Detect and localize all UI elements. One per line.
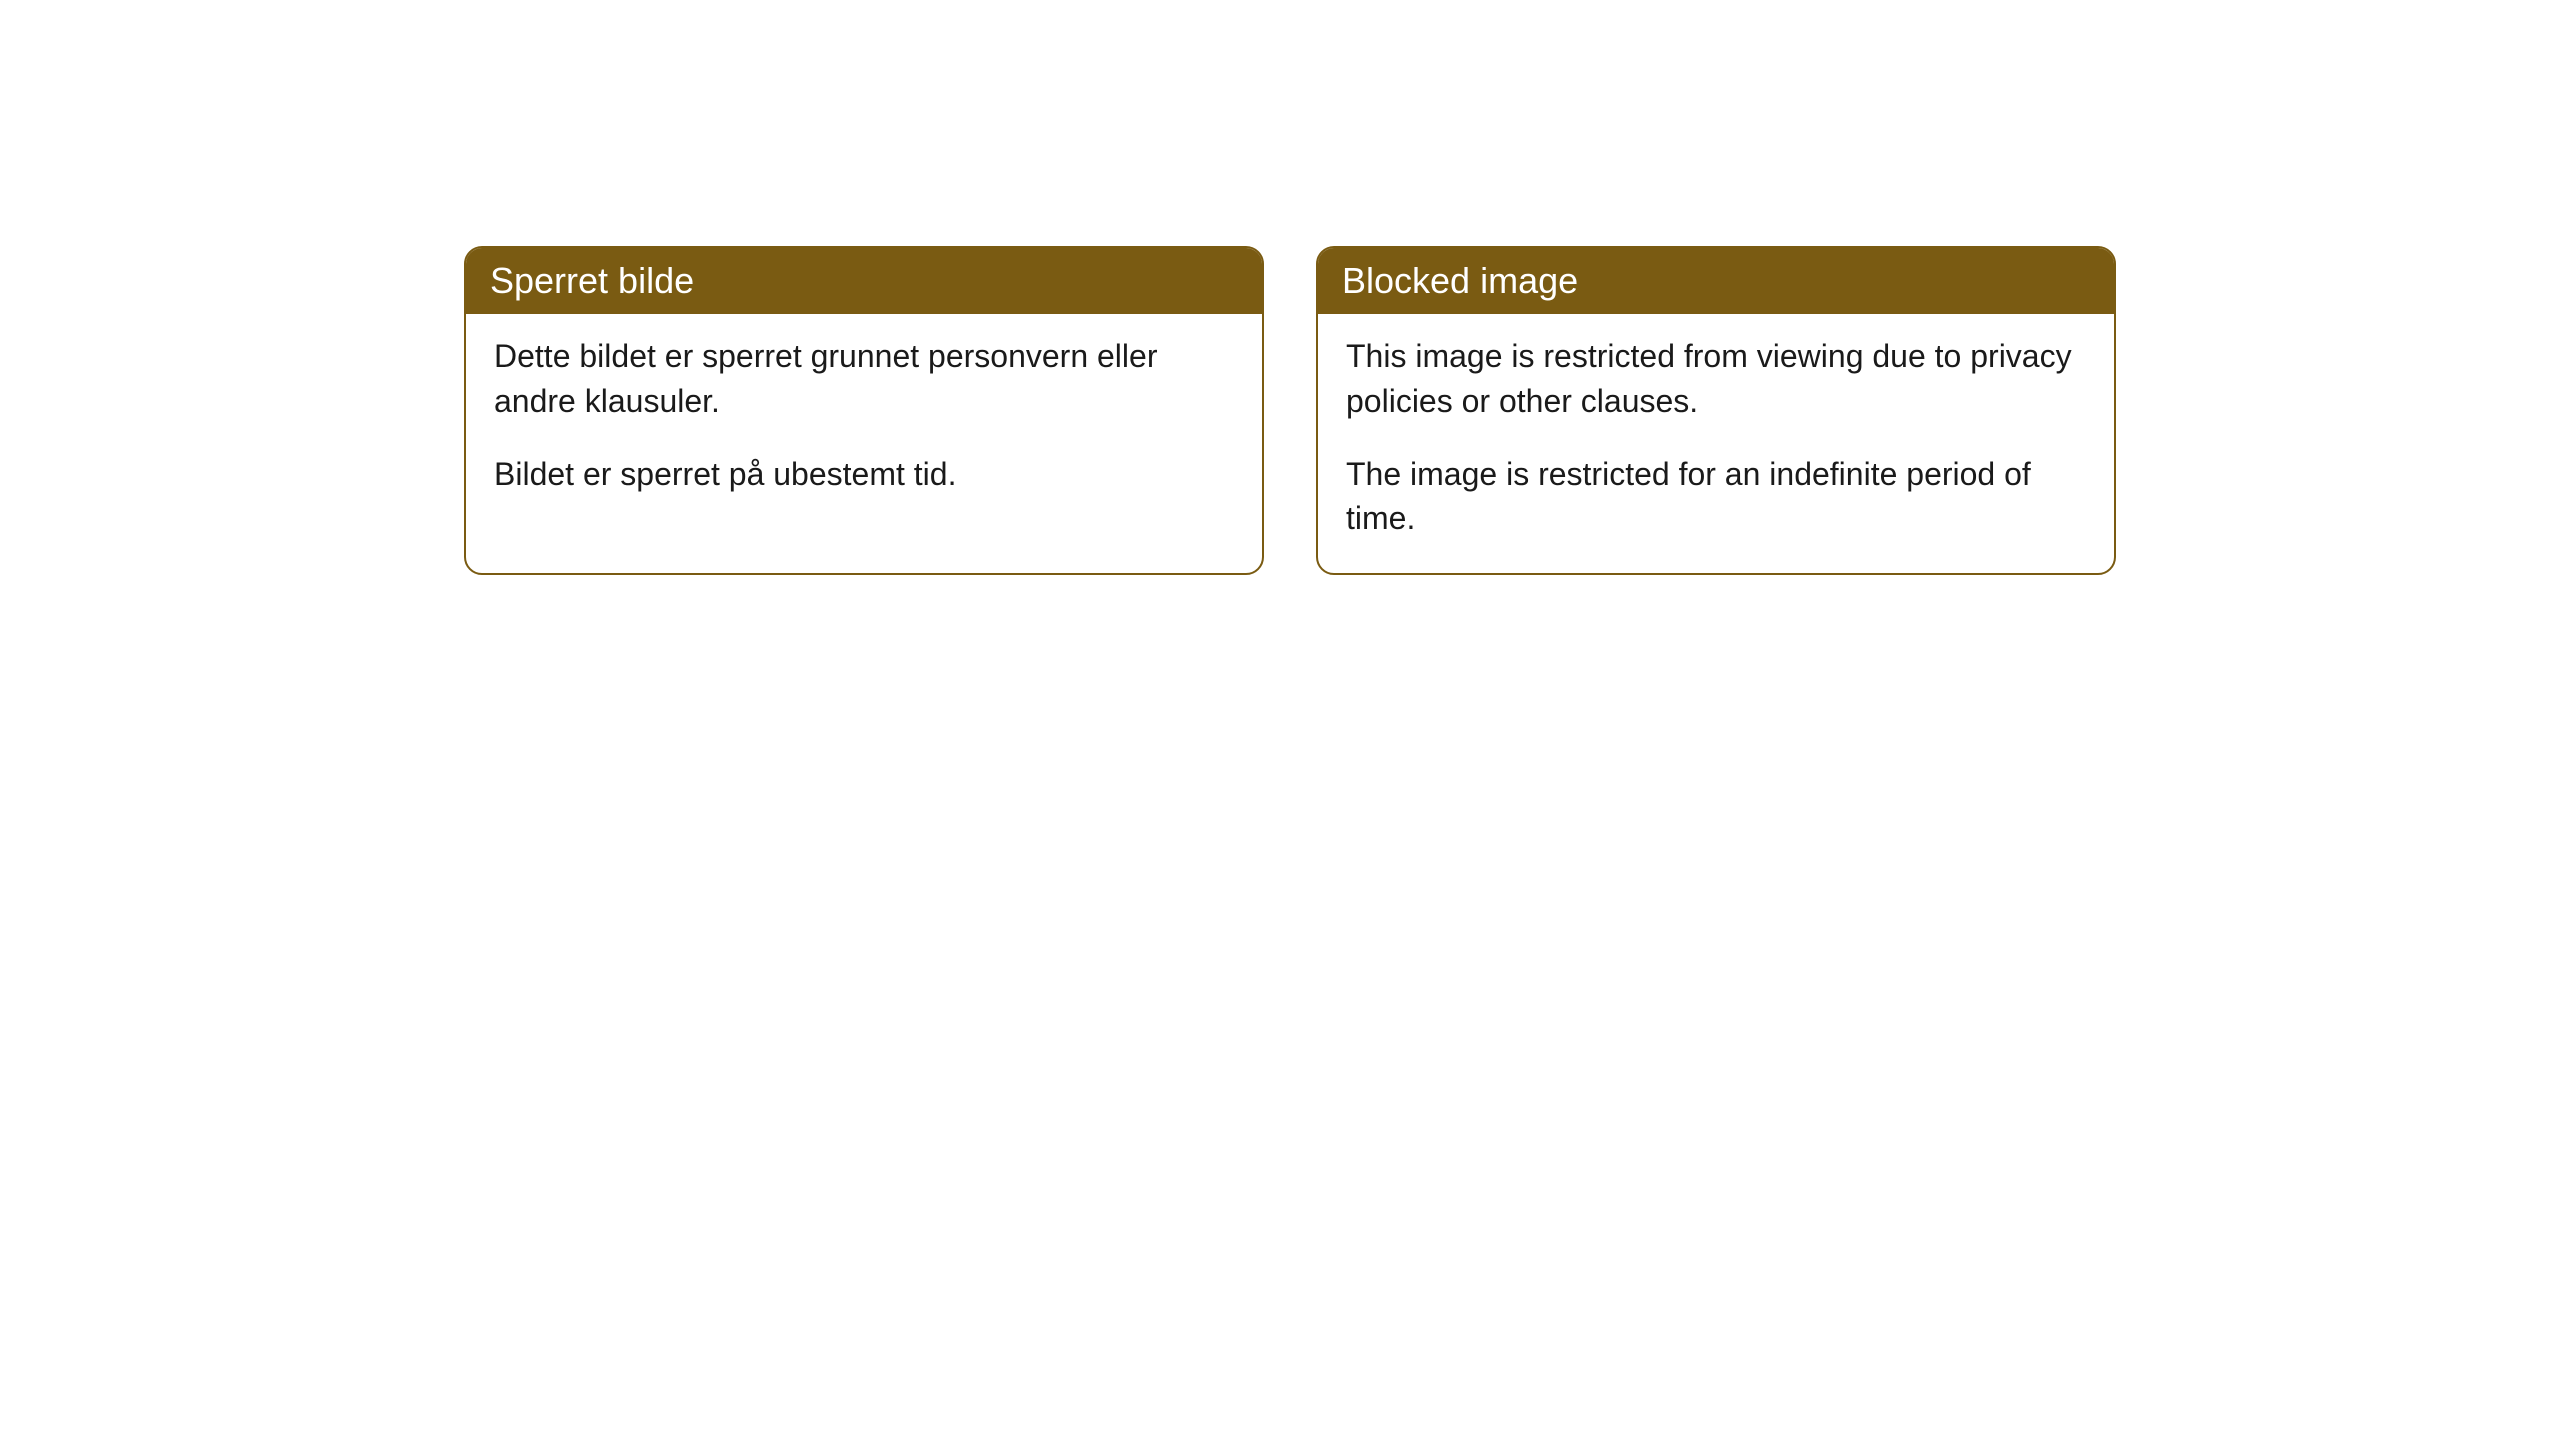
notice-cards-container: Sperret bilde Dette bildet er sperret gr… (464, 246, 2560, 575)
card-body-norwegian: Dette bildet er sperret grunnet personve… (466, 314, 1262, 528)
card-paragraph: This image is restricted from viewing du… (1346, 334, 2086, 424)
card-paragraph: Dette bildet er sperret grunnet personve… (494, 334, 1234, 424)
card-paragraph: The image is restricted for an indefinit… (1346, 452, 2086, 542)
card-body-english: This image is restricted from viewing du… (1318, 314, 2114, 573)
blocked-image-card-norwegian: Sperret bilde Dette bildet er sperret gr… (464, 246, 1264, 575)
card-header-english: Blocked image (1318, 248, 2114, 314)
card-title: Blocked image (1342, 260, 1578, 301)
blocked-image-card-english: Blocked image This image is restricted f… (1316, 246, 2116, 575)
card-paragraph: Bildet er sperret på ubestemt tid. (494, 452, 1234, 497)
card-header-norwegian: Sperret bilde (466, 248, 1262, 314)
card-title: Sperret bilde (490, 260, 694, 301)
